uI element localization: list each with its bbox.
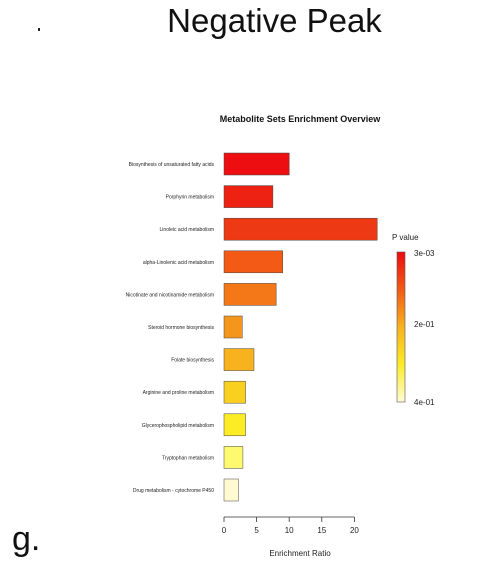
category-label-5: Steroid hormone biosynthesis	[148, 325, 214, 331]
x-tick-label-4: 20	[350, 526, 359, 535]
bar-9	[223, 446, 244, 469]
category-label-6: Folate biosynthesis	[171, 358, 214, 364]
category-label-4: Nicotinate and nicotinamide metabolism	[126, 292, 214, 298]
legend-tick-1: 2e-01	[414, 320, 435, 329]
page-heading: Negative Peak	[167, 2, 382, 39]
chart-title: Metabolite Sets Enrichment Overview	[220, 114, 382, 124]
p-value-legend: P value 3e-03 2e-01 4e-01	[392, 233, 435, 407]
category-label-2: Linoleic acid metabolism	[160, 227, 214, 233]
legend-title: P value	[392, 233, 419, 242]
category-label-9: Tryptophan metabolism	[162, 455, 214, 461]
bar-5	[223, 315, 243, 339]
x-tick-label-3: 15	[317, 526, 326, 535]
legend-tick-2: 4e-01	[414, 398, 435, 407]
category-label-7: Arginine and proline metabolism	[143, 390, 214, 396]
bar-10	[223, 478, 239, 502]
bar-2	[223, 217, 378, 241]
panel-letter: g.	[12, 520, 41, 558]
stray-dot	[38, 28, 40, 31]
category-label-0: Biosynthesis of unsaturated fatty acids	[129, 162, 215, 168]
x-tick-label-2: 10	[285, 526, 294, 535]
bar-4	[223, 283, 277, 306]
category-label-1: Porphyrin metabolism	[166, 195, 214, 201]
bar-7	[223, 380, 246, 404]
category-label-10: Drug metabolism - cytochrome P450	[133, 488, 214, 494]
bar-1	[223, 185, 274, 208]
bar-6	[223, 348, 255, 371]
x-axis-label: Enrichment Ratio	[269, 549, 331, 558]
category-label-8: Glycerophospholipid metabolism	[142, 423, 214, 429]
bar-3	[223, 250, 283, 274]
x-tick-label-1: 5	[254, 526, 259, 535]
bar-0	[223, 152, 290, 176]
legend-color-bar	[396, 251, 406, 403]
category-label-3: alpha-Linolenic acid metabolism	[143, 260, 214, 266]
bar-8	[223, 413, 246, 437]
legend-tick-0: 3e-03	[414, 249, 435, 258]
x-tick-label-0: 0	[222, 526, 227, 535]
